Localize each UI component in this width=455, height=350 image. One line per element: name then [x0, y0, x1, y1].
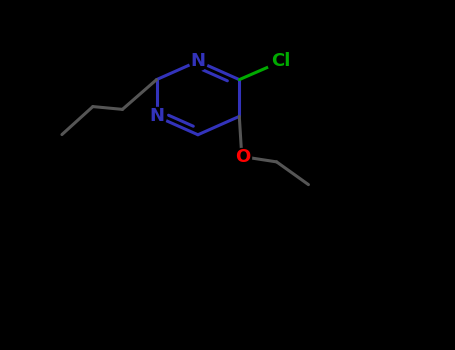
Text: O: O — [235, 148, 250, 166]
Text: N: N — [191, 52, 205, 70]
Text: N: N — [149, 107, 164, 125]
Text: Cl: Cl — [272, 52, 291, 70]
